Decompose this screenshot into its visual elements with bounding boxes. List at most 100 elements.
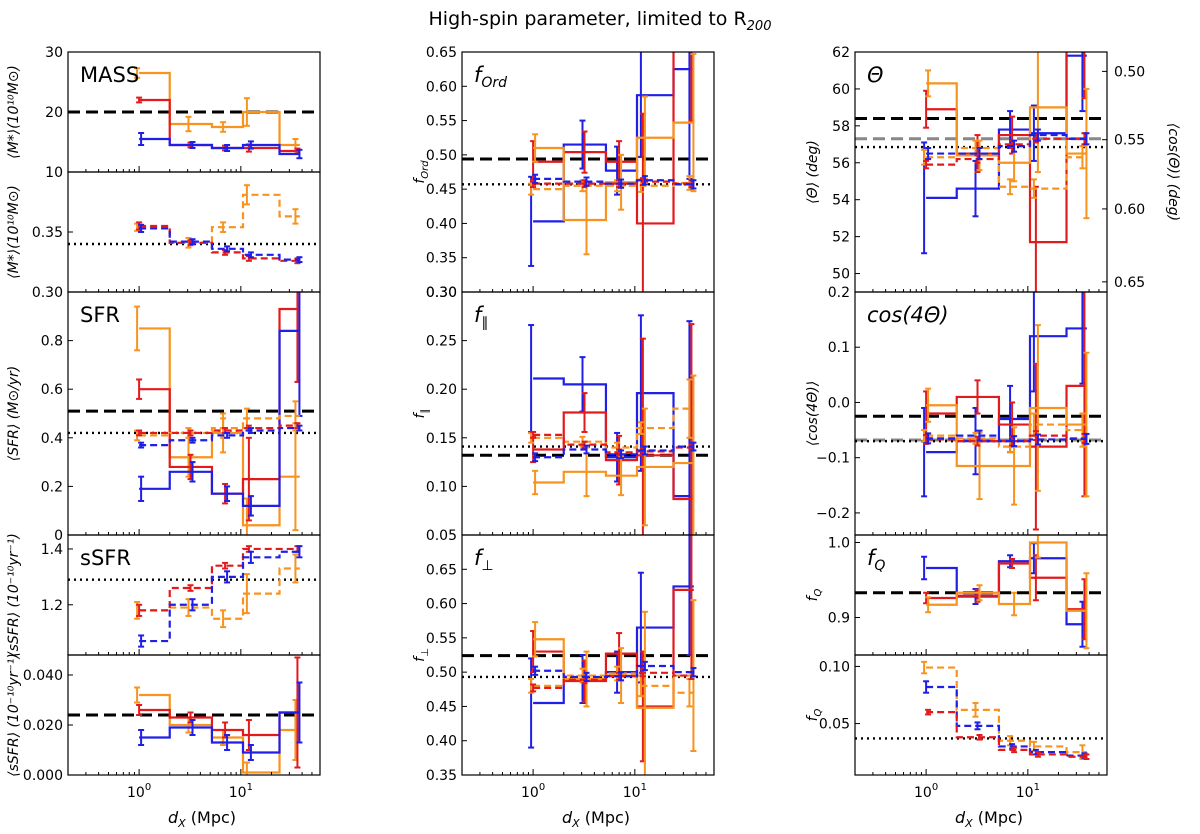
y-tick-label: 0.10 <box>426 479 457 495</box>
series-red-dashed <box>926 711 1087 758</box>
series-red-dashed <box>139 547 300 612</box>
y-tick-label: 0.25 <box>426 334 457 350</box>
y-axis-label-fq: fQ <box>805 588 824 601</box>
plot-area-fperp <box>462 535 714 775</box>
plot-area-sfr <box>68 292 320 535</box>
series-orange-dashed <box>139 193 300 244</box>
y-tick-label: 1.2 <box>41 598 63 614</box>
y-tick-label: 0.2 <box>828 285 850 301</box>
x-tick-exponent: 1 <box>247 782 253 793</box>
panel-title-mass: MASS <box>80 63 139 87</box>
panel-title-theta: Θ <box>867 63 884 87</box>
y-tick-label: 0.8 <box>41 334 63 350</box>
panel-title-sfr: SFR <box>80 303 120 327</box>
right-y-tick-label: 0.60 <box>1114 202 1145 218</box>
y-tick-label: 0.040 <box>23 668 63 684</box>
series-blue-dashed <box>139 227 300 261</box>
right-y-tick-label: 0.55 <box>1114 133 1145 149</box>
series-blue-dashed <box>926 133 1087 155</box>
right-axis-label: ⟨cos(Θ)⟩ (deg) <box>1165 123 1181 221</box>
panel-title-main: f <box>474 546 485 570</box>
plot-area-ssfr <box>68 545 320 648</box>
y-tick-label: 0.0 <box>828 395 850 411</box>
x-tick-exponent: 1 <box>641 782 647 793</box>
y-label-sub: ⊥ <box>420 648 431 657</box>
y-axis-label-ssfr: ⟨sSFR⟩ (10⁻¹⁰yr⁻¹) <box>6 533 22 657</box>
panel-title-cos4theta: cos(4Θ) <box>867 303 949 327</box>
series-blue-solid <box>926 54 1087 199</box>
y-tick-label: 54 <box>832 193 850 209</box>
series-orange-solid <box>533 461 694 484</box>
series-red-dashed <box>926 137 1087 166</box>
y-tick-label: 0.40 <box>426 216 457 232</box>
x-tick-exponent: 0 <box>539 782 545 793</box>
x-label-unit: (Mpc) <box>580 808 630 827</box>
series-blue-dashed <box>533 664 694 679</box>
x-axis-label: dX (Mpc) <box>168 808 236 830</box>
series-orange-dashed <box>926 666 1087 754</box>
x-tick-exponent: 0 <box>145 782 151 793</box>
y-tick-label: 60 <box>832 82 850 98</box>
x-tick-label: 100 <box>521 782 545 801</box>
y-tick-label: 58 <box>832 119 850 135</box>
series-orange-solid <box>139 71 300 147</box>
x-tick-base: 10 <box>127 785 145 801</box>
x-label-sub: X <box>964 817 973 830</box>
panel-title-ford: fOrd <box>474 63 507 91</box>
x-tick-base: 10 <box>1016 785 1034 801</box>
figure-title: High-spin parameter, limited to R200 <box>429 8 772 34</box>
y-axis-label-sfr: ⟨SFR⟩ (M⊙/yr) <box>6 366 22 462</box>
y-tick-label: 56 <box>832 156 850 172</box>
axes-frame <box>854 51 1108 293</box>
y-tick-label: 0.35 <box>32 225 63 241</box>
plot-area-mass <box>68 67 320 160</box>
x-tick-base: 10 <box>623 785 641 801</box>
y-label-sub: Ord <box>420 160 431 179</box>
y-tick-label: 0.45 <box>426 182 457 198</box>
y-tick-label: 0.40 <box>426 734 457 750</box>
y-label-sub: Q <box>813 708 824 716</box>
y-tick-label: 0.35 <box>426 251 457 267</box>
y-tick-label: −0.2 <box>816 506 850 522</box>
right-y-tick-label: 0.65 <box>1114 275 1145 291</box>
y-tick-label: 20 <box>45 105 63 121</box>
axes-frame <box>461 534 715 776</box>
y-tick-label: 0.05 <box>426 528 457 544</box>
series-orange-solid <box>926 404 1087 468</box>
series-orange-solid <box>926 82 1087 164</box>
y-tick-label: 1.0 <box>828 536 850 552</box>
plot-area-fq <box>855 535 1107 650</box>
panel-title-fpar: f∥ <box>474 303 488 331</box>
plot-area-cos4theta <box>855 292 1107 531</box>
y-axis-label-ford: fOrd <box>412 160 431 184</box>
x-tick-base: 10 <box>914 785 932 801</box>
panel-title-main: f <box>474 63 485 87</box>
x-tick-exponent: 1 <box>1034 782 1040 793</box>
y-label-sub: ∥ <box>420 409 431 414</box>
y-tick-label: 0.000 <box>23 768 63 784</box>
panel-theta: 50 52 54 56 58 60 62 0.50 0.55 0.60 0.65 ⟨cos(Θ)⟩ (… <box>805 45 1181 293</box>
y-axis-label-mass: ⟨M*⟩(10¹⁰M⊙) <box>6 65 22 159</box>
y-tick-label: 0.50 <box>426 665 457 681</box>
y-tick-label: 0.35 <box>426 768 457 784</box>
plot-area-ford <box>462 52 714 292</box>
axes-frame <box>67 171 321 293</box>
y-tick-label: 50 <box>832 267 850 283</box>
y-tick-label: 0.60 <box>426 597 457 613</box>
panel-ssfr_frac: 0.000 0.020 0.040⟨sSFR⟩ (10⁻¹⁰yr⁻¹) <box>6 653 321 784</box>
y-tick-label: 0.65 <box>426 45 457 61</box>
y-tick-label: 30 <box>45 45 63 61</box>
series-orange-dashed <box>533 407 694 449</box>
series-orange-dashed <box>926 146 1087 190</box>
y-tick-label: 0.1 <box>828 340 850 356</box>
series-blue-solid <box>139 711 300 754</box>
panel-title-fperp: f⊥ <box>474 546 494 574</box>
y-tick-label: 0.30 <box>426 285 457 301</box>
panel-fq_frac: 0.05 0.10 fQ <box>805 654 1108 776</box>
panel-mass: 10 20 30 MASS ⟨M*⟩(10¹⁰M⊙) <box>6 45 321 181</box>
x-label-sub: X <box>571 817 580 830</box>
series-blue-solid <box>533 68 694 223</box>
axes-frame <box>854 654 1108 776</box>
